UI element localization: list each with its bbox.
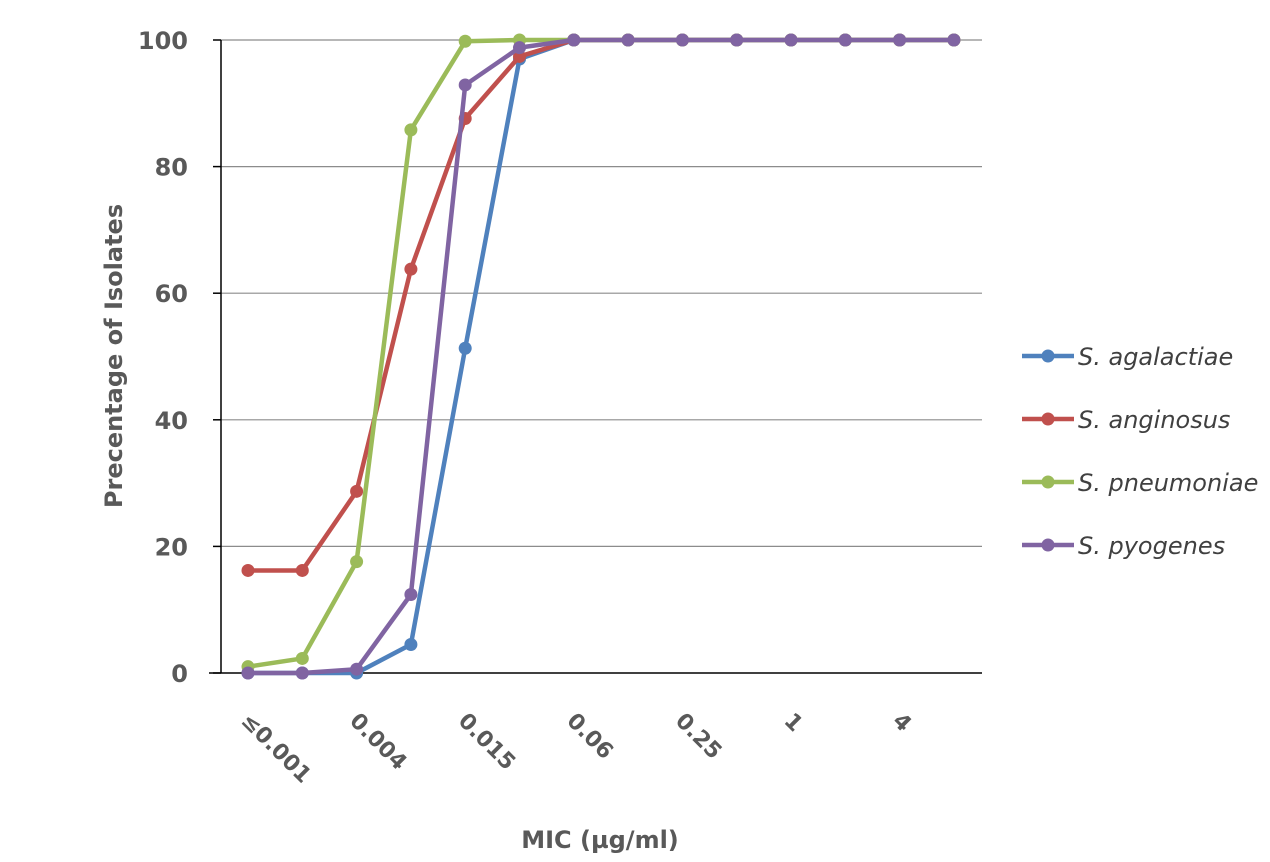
x-tick-labels: ≤0.001 0.004 0.015 0.06 0.25 1 4 (236, 709, 916, 789)
y-tick-labels: 0 20 40 60 80 100 (138, 27, 188, 688)
legend-item[interactable]: S. anginosus (1022, 406, 1230, 434)
series-layer (241, 33, 961, 680)
data-point (404, 588, 418, 602)
data-point (350, 555, 364, 569)
series-s-pyogenes (241, 33, 961, 680)
y-tick-label: 0 (171, 660, 188, 688)
y-tick-label: 20 (155, 533, 188, 561)
series-s-anginosus (241, 33, 961, 577)
legend-label: S. agalactiae (1078, 343, 1233, 371)
legend-item[interactable]: S. pneumoniae (1022, 469, 1258, 497)
x-tick-label: 4 (887, 709, 916, 738)
y-tick-label: 80 (155, 154, 188, 182)
data-point (404, 262, 418, 276)
data-point (621, 33, 635, 47)
data-point (295, 651, 309, 665)
x-tick-label: ≤0.001 (236, 709, 316, 789)
y-axis-title: Precentage of Isolates (100, 204, 128, 508)
legend-swatch-marker (1041, 475, 1055, 489)
data-point (404, 638, 418, 652)
legend-item[interactable]: S. pyogenes (1022, 532, 1225, 560)
series-line (248, 37, 954, 676)
x-tick-label: 1 (779, 709, 808, 738)
data-point (893, 33, 907, 47)
y-tick-label: 40 (155, 407, 188, 435)
series-line (248, 37, 954, 676)
legend[interactable]: S. agalactiae S. anginosus S. pneumoniae S.… (1022, 343, 1258, 560)
legend-label: S. pyogenes (1078, 532, 1225, 560)
axes (209, 39, 982, 674)
data-point (241, 666, 255, 680)
data-point (295, 563, 309, 577)
data-point (350, 662, 364, 676)
data-point (350, 484, 364, 498)
data-point (458, 341, 472, 355)
data-point (458, 34, 472, 48)
data-point (675, 33, 689, 47)
series-line (247, 37, 954, 669)
legend-label: S. anginosus (1078, 406, 1230, 434)
data-point (295, 666, 309, 680)
x-tick-label: 0.015 (453, 709, 520, 776)
data-point (730, 33, 744, 47)
legend-swatch-marker (1041, 538, 1055, 552)
y-tick-label: 60 (155, 280, 188, 308)
data-point (513, 41, 526, 55)
data-point (458, 78, 472, 92)
legend-swatch-marker (1041, 412, 1055, 426)
data-point (947, 33, 961, 47)
data-point (838, 33, 852, 47)
data-point (784, 33, 798, 47)
y-tick-label: 100 (138, 27, 188, 55)
x-axis-title: MIC (µg/ml) (521, 826, 679, 854)
x-tick-label: 0.25 (670, 709, 726, 765)
data-point (404, 123, 418, 137)
legend-swatch-marker (1041, 349, 1055, 363)
series-s-pneumoniae (241, 33, 961, 674)
x-tick-label: 0.004 (344, 709, 411, 776)
gridlines (221, 39, 982, 548)
legend-item[interactable]: S. agalactiae (1022, 343, 1233, 371)
data-point (241, 563, 255, 577)
series-s-agalactiae (241, 33, 961, 680)
x-tick-label: 0.06 (562, 709, 618, 765)
data-point (567, 33, 581, 47)
legend-label: S. pneumoniae (1078, 469, 1258, 497)
